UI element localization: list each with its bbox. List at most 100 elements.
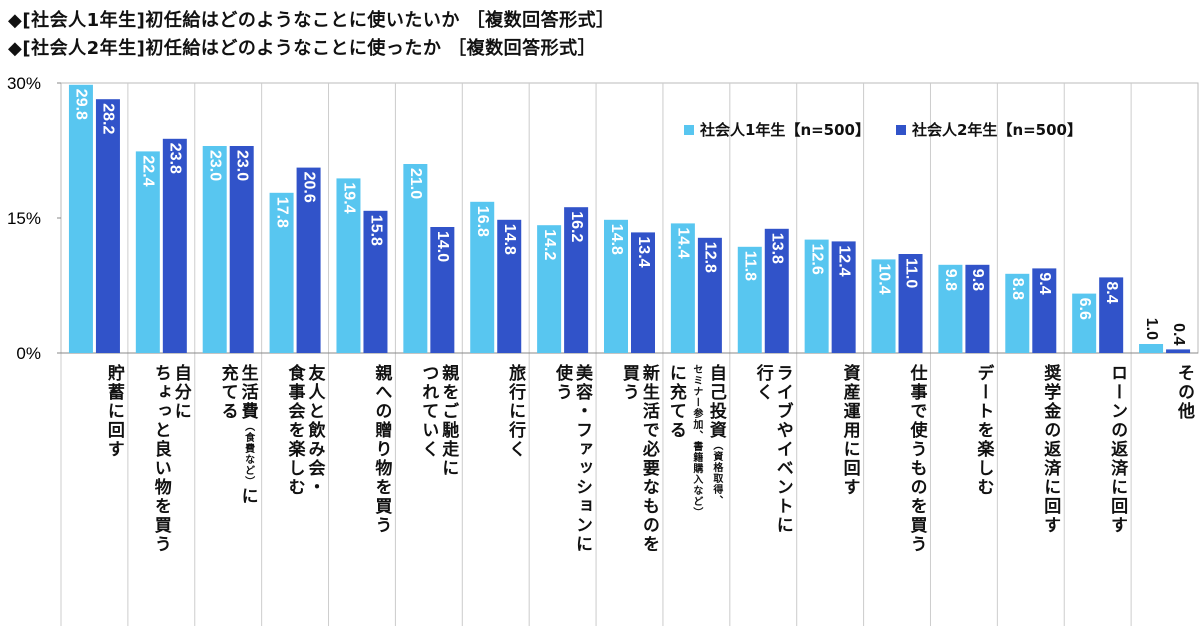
data-label: 12.8 (702, 242, 719, 273)
data-label: 17.8 (273, 197, 290, 228)
category-label-text: つれていく (418, 364, 439, 459)
category-label-text: 買う (618, 364, 639, 402)
bar-series-1 (68, 84, 93, 354)
category-label-line: ライブやイベントに (773, 364, 793, 624)
legend-item-series-1: 社会人1年生【n=500】 (684, 119, 870, 140)
category-label: その他 (1143, 364, 1194, 624)
data-label: 12.6 (808, 244, 825, 275)
category-label-line: 新生活で必要なものを (639, 364, 659, 624)
y-tick-label: 15% (7, 209, 41, 228)
category-label: 新生活で必要なものを 買う (608, 364, 659, 624)
bar-series-2 (95, 99, 120, 353)
bar-series-1 (135, 151, 160, 353)
category-label-text: 食事会を楽しむ (284, 364, 305, 497)
bar-series-2 (229, 146, 254, 353)
data-label: 14.0 (434, 231, 451, 262)
bar-series-1 (1005, 273, 1030, 353)
data-label: 13.4 (635, 236, 652, 267)
category-label-line: ちょっと良い物を買う (151, 364, 171, 624)
category-label: 仕事で使うものを買う (876, 364, 926, 624)
bar-series-1 (1072, 293, 1097, 353)
category-label-text: 仕事で使うものを買う (906, 364, 927, 554)
bar-series-1 (804, 239, 829, 353)
category-label-line: その他 (1174, 364, 1194, 624)
data-label: 9.8 (969, 269, 986, 291)
bar-series-1 (938, 264, 963, 353)
category-label-text: 資産運用に回す (839, 364, 860, 497)
category-label-text: 自分に (170, 364, 191, 421)
category-label-text: 生活費 (237, 364, 258, 421)
data-label: 19.4 (340, 182, 357, 213)
category-label: 資産運用に回す (809, 364, 860, 624)
category-label-text: 貯蓄に回す (103, 364, 124, 459)
category-label-line: 生活費（食費など）に (238, 364, 258, 624)
bar-series-2 (1032, 268, 1057, 353)
category-label-line: 美容・ファッションに (572, 364, 592, 624)
category-label-line: 買う (619, 364, 639, 624)
data-label: 8.4 (1103, 281, 1120, 303)
category-label: デートを楽しむ (942, 364, 993, 624)
data-label: 23.0 (206, 150, 223, 181)
data-label: 8.8 (1009, 278, 1026, 300)
category-label-text: に (237, 487, 258, 506)
data-label: 11.0 (902, 258, 919, 288)
category-label-line: デートを楽しむ (973, 364, 993, 624)
category-label-text: 親をご馳走に (438, 364, 459, 478)
data-label: 10.4 (875, 263, 892, 294)
category-label-note: （資格取得、 (710, 440, 722, 506)
category-label: 自己投資（資格取得、 セミナー参加、書籍購入など） に充てる (666, 364, 726, 624)
bar-series-2 (430, 227, 455, 353)
category-label-line: に充てる (666, 364, 686, 624)
data-label: 23.8 (167, 143, 184, 174)
bar-series-1 (269, 192, 294, 353)
category-label-line: 貯蓄に回す (104, 364, 124, 624)
bar-series-1 (1139, 344, 1164, 353)
data-label: 0.4 (1170, 323, 1187, 345)
data-label: 14.4 (675, 227, 692, 258)
bar-series-2 (162, 138, 187, 353)
category-label-text: に充てる (665, 364, 686, 440)
bar-series-2 (296, 167, 321, 353)
data-label: 1.0 (1143, 318, 1160, 340)
category-label-line: 行く (753, 364, 773, 624)
data-label: 14.2 (541, 229, 558, 260)
category-label-line: 親への贈り物を買う (371, 364, 391, 624)
data-label: 14.8 (501, 224, 518, 255)
category-label: 自分に ちょっと良い物を買う (140, 364, 191, 624)
legend-swatch (684, 124, 694, 135)
category-label-text: ちょっと良い物を買う (150, 364, 171, 554)
bar-series-2 (831, 241, 856, 353)
data-label: 12.4 (835, 245, 852, 276)
chart-title-2: ◆[社会人2年生]初任給はどのようなことに使ったか ［複数回答形式］ (8, 38, 597, 59)
bar-series-2 (898, 254, 923, 353)
bar-series-1 (737, 246, 762, 353)
data-label: 14.8 (608, 224, 625, 255)
chart-title-1: ◆[社会人1年生]初任給はどのようなことに使いたいか ［複数回答形式］ (8, 10, 615, 31)
bar-series-1 (403, 164, 428, 353)
category-label-line: 親をご馳走に (438, 364, 458, 624)
data-label: 9.8 (942, 269, 959, 291)
category-label: 友人と飲み会・ 食事会を楽しむ (274, 364, 325, 624)
category-label-line: 充てる (218, 364, 238, 624)
category-label: 旅行に行く (474, 364, 525, 624)
bar-series-2 (965, 264, 990, 353)
category-label: 奨学金の返済に回す (1009, 364, 1060, 624)
category-label-line: 資産運用に回す (840, 364, 860, 624)
category-label-text: 親への贈り物を買う (371, 364, 392, 535)
category-label-line: 仕事で使うものを買う (906, 364, 926, 624)
category-label-text: 美容・ファッションに (572, 364, 593, 554)
category-label-line: つれていく (418, 364, 438, 624)
bar-series-2 (697, 237, 722, 353)
data-label: 9.4 (1036, 272, 1053, 294)
legend-swatch (896, 124, 906, 135)
bar-series-1 (537, 225, 562, 353)
bar-series-2 (1099, 277, 1124, 353)
category-label-text: 新生活で必要なものを (638, 364, 659, 554)
y-tick-label: 30% (7, 74, 41, 93)
legend-label: 社会人2年生【n=500】 (912, 121, 1082, 139)
bar-series-1 (670, 223, 695, 353)
category-label: 親をご馳走に つれていく (407, 364, 458, 624)
bar-series-1 (336, 178, 361, 353)
category-label: 生活費（食費など）に 充てる (207, 364, 258, 624)
